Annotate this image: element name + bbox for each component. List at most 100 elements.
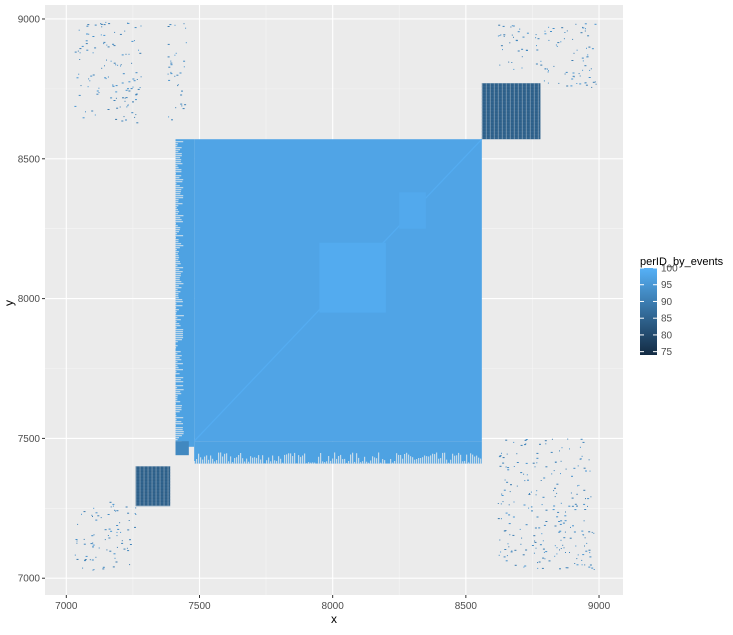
- heatmap-tile: [74, 106, 76, 107]
- heatmap-tile: [129, 539, 131, 540]
- heatmap-tile-col: [136, 466, 137, 505]
- heatmap-tile: [593, 533, 594, 534]
- heatmap-tile: [556, 484, 558, 485]
- heatmap-tile-gap: [370, 461, 371, 464]
- x-tick-label: 8000: [322, 601, 345, 612]
- heatmap-tile: [94, 47, 96, 48]
- heatmap-tile: [81, 514, 82, 515]
- heatmap-tile: [499, 456, 501, 457]
- heatmap-tile-gap: [314, 463, 315, 464]
- heatmap-tile-gap: [480, 459, 481, 464]
- heatmap-tile: [108, 46, 110, 47]
- heatmap-tile: [99, 92, 100, 93]
- heatmap-tile: [566, 72, 568, 73]
- heatmap-tile: [563, 523, 565, 524]
- heatmap-tile: [581, 531, 583, 532]
- heatmap-tile: [110, 502, 112, 503]
- heatmap-tile: [185, 28, 186, 29]
- heatmap-tile: [135, 27, 137, 28]
- heatmap-tile-gap: [176, 219, 182, 220]
- heatmap-tile: [127, 513, 129, 514]
- heatmap-tile-gap: [406, 453, 407, 464]
- heatmap-tile: [542, 568, 544, 569]
- heatmap-tile: [513, 69, 514, 70]
- heatmap-tile-col: [140, 466, 141, 505]
- heatmap-tile: [120, 34, 122, 35]
- heatmap-tile-col: [514, 83, 515, 139]
- heatmap-tile: [104, 65, 105, 66]
- heatmap-tile: [119, 522, 120, 523]
- heatmap-tile: [578, 465, 579, 466]
- heatmap-tile: [84, 560, 86, 561]
- heatmap-tile: [536, 50, 538, 51]
- heatmap-tile: [587, 35, 589, 36]
- heatmap-tile: [540, 61, 541, 62]
- heatmap-tile: [571, 476, 573, 477]
- heatmap-tile-gap: [176, 201, 179, 202]
- heatmap-tile-gap: [176, 205, 179, 206]
- heatmap-tile: [542, 558, 544, 559]
- heatmap-tile-gap: [434, 454, 435, 464]
- heatmap-tile: [97, 91, 99, 92]
- heatmap-tile-gap: [176, 203, 183, 204]
- heatmap-tile: [537, 568, 538, 569]
- heatmap-tile: [509, 504, 510, 505]
- heatmap-tile-gap: [176, 387, 178, 388]
- heatmap-tile-gap: [176, 411, 180, 412]
- heatmap-tile: [86, 43, 88, 44]
- heatmap-tile: [170, 73, 172, 74]
- heatmap-tile: [499, 540, 500, 541]
- heatmap-tile: [178, 84, 179, 85]
- heatmap-tile: [518, 31, 520, 32]
- heatmap-tile-gap: [176, 357, 180, 358]
- heatmap-tile-gap: [226, 453, 227, 463]
- heatmap-tile-col: [490, 83, 491, 139]
- heatmap-tile: [76, 543, 77, 544]
- heatmap-tile-gap: [276, 461, 277, 464]
- heatmap-tile: [566, 567, 567, 568]
- heatmap-tile: [503, 501, 504, 502]
- heatmap-tile: [594, 569, 595, 570]
- heatmap-tile: [545, 466, 547, 467]
- heatmap-tile-gap: [400, 455, 401, 464]
- heatmap-tile-row: [136, 466, 171, 467]
- heatmap-tile: [78, 74, 79, 75]
- heatmap-tile-gap: [176, 297, 179, 298]
- y-tick-label: 8000: [18, 294, 41, 305]
- heatmap-tile-gap: [410, 456, 411, 463]
- heatmap-tile: [85, 559, 87, 560]
- heatmap-tile: [579, 83, 581, 84]
- heatmap-tile-gap: [310, 463, 311, 464]
- heatmap-tile-gap: [360, 462, 361, 463]
- heatmap-tile: [101, 517, 102, 518]
- heatmap-tile: [93, 75, 95, 76]
- heatmap-tile: [595, 24, 597, 25]
- heatmap-tile-gap: [286, 454, 287, 463]
- heatmap-tile: [543, 549, 545, 550]
- heatmap-tile: [547, 69, 548, 70]
- heatmap-tile-gap: [396, 453, 397, 463]
- heatmap-tile-gap: [448, 463, 449, 464]
- heatmap-tile: [536, 45, 537, 46]
- heatmap-tile: [498, 503, 499, 504]
- heatmap-tile-gap: [242, 458, 243, 463]
- heatmap-tile-gap: [176, 235, 184, 236]
- heatmap-tile-gap: [320, 453, 321, 464]
- heatmap-tile-gap: [368, 463, 369, 464]
- heatmap-tile: [101, 68, 102, 69]
- heatmap-tile: [526, 463, 528, 464]
- small-square: [399, 192, 426, 228]
- heatmap-tile-gap: [176, 395, 178, 396]
- heatmap-tile-gap: [176, 159, 182, 160]
- heatmap-tile: [586, 56, 587, 57]
- heatmap-tile: [88, 34, 89, 35]
- heatmap-tile-gap: [476, 456, 477, 464]
- heatmap-tile: [135, 514, 136, 515]
- heatmap-tile: [580, 76, 581, 77]
- heatmap-tile: [540, 544, 542, 545]
- heatmap-tile-col: [522, 83, 523, 139]
- heatmap-tile-row: [136, 493, 171, 494]
- heatmap-tile: [571, 60, 573, 61]
- heatmap-tile: [526, 439, 528, 440]
